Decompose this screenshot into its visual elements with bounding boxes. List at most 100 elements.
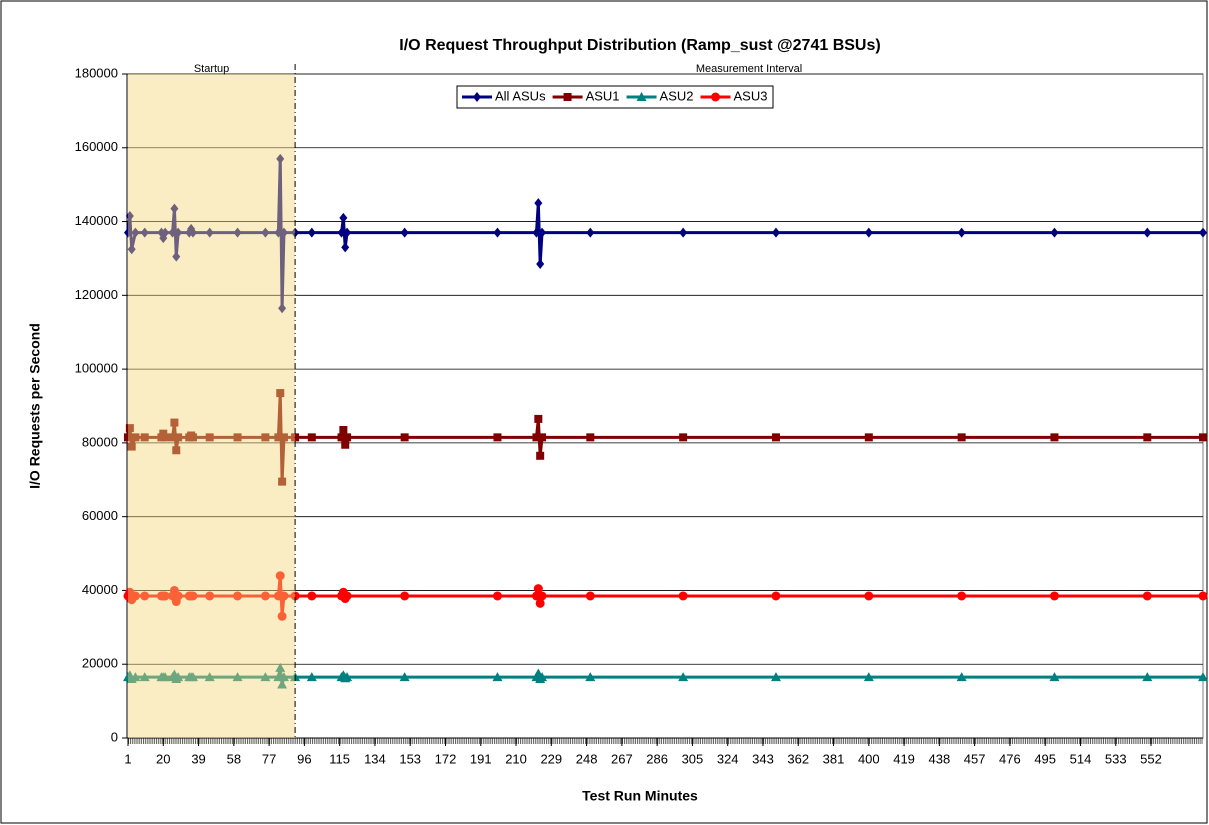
marker [1143,433,1152,442]
marker [307,591,317,601]
marker [306,672,317,682]
marker [127,442,136,451]
legend-marker [636,92,647,101]
minor-ticks [128,738,1203,744]
marker [125,424,134,433]
marker [1199,227,1207,238]
marker [679,433,688,442]
marker [339,212,348,223]
marker [161,227,170,238]
y-tick-label: 20000 [82,656,118,671]
marker [205,227,214,238]
marker [140,591,150,601]
marker [532,227,541,238]
marker [233,591,243,601]
marker [278,477,287,486]
marker [957,591,967,601]
marker [339,425,348,434]
legend-marker [711,92,721,102]
x-tick-label: 533 [1105,751,1127,766]
marker [1143,227,1152,238]
marker [275,571,285,581]
marker [956,672,967,682]
marker [863,672,874,682]
marker [127,244,136,255]
x-tick-label: 324 [717,751,739,766]
x-tick-label: 381 [823,751,845,766]
marker [260,591,270,601]
x-tick-label: 400 [858,751,880,766]
legend-marker [473,92,481,102]
marker [131,227,140,238]
marker [130,591,140,601]
x-tick-label: 210 [505,751,527,766]
y-tick-label: 80000 [82,434,118,449]
marker [276,153,285,164]
y-tick-label: 160000 [75,139,118,154]
marker [232,672,243,682]
marker [278,672,289,682]
marker [534,414,543,423]
marker [274,433,283,442]
marker [205,433,214,442]
marker [537,672,548,682]
marker [1198,672,1208,682]
y-tick-label: 180000 [75,65,118,80]
marker [535,598,545,608]
x-tick-label: 362 [787,751,809,766]
startup-shade [128,74,296,738]
marker [139,672,150,682]
marker [399,672,410,682]
marker [205,591,215,601]
x-tick-label: 39 [191,751,205,766]
marker [233,227,242,238]
marker [140,433,149,442]
marker [586,227,595,238]
y-tick-label: 60000 [82,508,118,523]
marker [260,672,271,682]
marker [537,591,547,601]
marker [771,433,780,442]
y-axis-title: I/O Requests per Second [27,323,43,489]
marker [172,251,181,262]
x-tick-label: 153 [399,751,421,766]
marker [188,591,198,601]
x-tick-label: 343 [752,751,774,766]
marker [188,227,197,238]
x-tick-label: 514 [1070,751,1092,766]
marker [679,227,688,238]
marker [343,227,352,238]
marker [492,672,503,682]
marker [1050,433,1059,442]
marker [341,242,350,253]
marker [172,446,181,455]
marker [957,227,966,238]
marker [278,303,287,314]
x-tick-label: 419 [893,751,915,766]
legend-label: ASU2 [660,88,694,103]
x-tick-label: 229 [540,751,562,766]
x-tick-label: 495 [1034,751,1056,766]
x-tick-label: 58 [227,751,241,766]
x-tick-label: 476 [999,751,1021,766]
marker [1050,227,1059,238]
marker [493,227,502,238]
x-tick-label: 20 [156,751,170,766]
marker [170,418,179,427]
marker [1199,433,1207,442]
marker [1142,672,1153,682]
marker [291,227,300,238]
x-tick-label: 77 [262,751,276,766]
marker [538,227,547,238]
marker [168,227,177,238]
marker [124,227,132,238]
marker [532,433,541,442]
marker [771,227,780,238]
marker [131,433,140,442]
x-tick-label: 115 [329,751,350,766]
marker [279,591,289,601]
marker [170,203,179,214]
legend-marker [563,93,572,101]
x-tick-label: 172 [435,751,457,766]
